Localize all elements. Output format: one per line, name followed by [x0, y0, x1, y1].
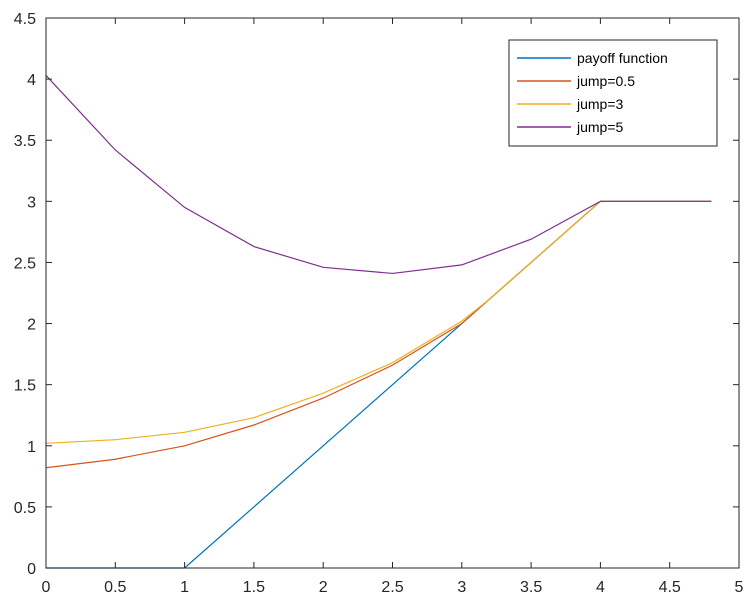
- series-line-3: [45, 75, 712, 275]
- y-tick-label: 4.5: [14, 11, 36, 28]
- legend-label: jump=5: [576, 119, 624, 135]
- y-tick-label: 2.5: [14, 255, 36, 272]
- x-tick-label: 2: [319, 579, 328, 596]
- x-tick-label: 4: [596, 579, 605, 596]
- x-tick-label: 3: [457, 579, 466, 596]
- y-tick-label: 1: [27, 439, 36, 456]
- x-tick-label: 3.5: [520, 579, 542, 596]
- x-tick-label: 1: [180, 579, 189, 596]
- x-tick-label: 0: [42, 579, 51, 596]
- y-tick-label: 2: [27, 317, 36, 334]
- x-tick-label: 0.5: [104, 579, 126, 596]
- y-tick-label: 3: [27, 194, 36, 211]
- x-tick-label: 4.5: [659, 579, 681, 596]
- legend: payoff function jump=0.5 jump=3 jump=5: [508, 39, 718, 147]
- x-tick-label: 1.5: [243, 579, 265, 596]
- x-tick-label: 5: [735, 579, 744, 596]
- legend-label: jump=3: [576, 96, 624, 112]
- y-tick-label: 1.5: [14, 378, 36, 395]
- y-tick-label: 4: [27, 72, 36, 89]
- x-tick-label: 2.5: [381, 579, 403, 596]
- y-tick-label: 0: [27, 561, 36, 578]
- y-tick-label: 3.5: [14, 133, 36, 150]
- ticks-layer: 0 0.5 1 1.5 2 2.5 3 3.5 4 4.5 5 0 0.5 1 1.5 2 2.5 3 3.5 4 4.…: [14, 11, 744, 596]
- y-tick-label: 0.5: [14, 500, 36, 517]
- legend-label: payoff function: [577, 50, 668, 66]
- legend-label: jump=0.5: [576, 73, 635, 89]
